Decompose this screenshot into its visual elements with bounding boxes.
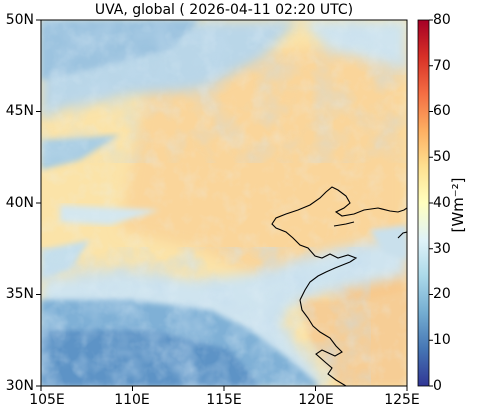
colorbar-tick-label: 30 xyxy=(433,241,451,257)
colorbar-tick-label: 60 xyxy=(433,103,451,119)
colorbar-ticks xyxy=(429,19,433,387)
lat-label: 50N xyxy=(5,12,34,28)
lon-label: 105E xyxy=(29,392,65,408)
colorbar-tick-label: 40 xyxy=(433,195,451,211)
colorbar-tick-label: 70 xyxy=(433,58,451,74)
lat-label: 45N xyxy=(5,103,34,119)
colorbar-tick-label: 20 xyxy=(433,286,451,302)
lon-label: 125E xyxy=(384,392,420,408)
axis-ticks xyxy=(36,19,408,391)
lon-label: 120E xyxy=(298,392,334,408)
lat-label: 30N xyxy=(5,378,34,394)
colorbar-tick-label: 80 xyxy=(433,12,451,28)
coastline xyxy=(271,186,407,386)
colorbar-tick-label: 10 xyxy=(433,332,451,348)
colorbar xyxy=(417,19,430,387)
lon-label: 110E xyxy=(114,392,150,408)
lat-label: 35N xyxy=(5,286,34,302)
uva-field xyxy=(41,20,407,386)
colorbar-tick-label: 50 xyxy=(433,149,451,165)
colorbar-tick-label: 0 xyxy=(433,378,442,394)
lat-label: 40N xyxy=(5,195,34,211)
map-title: UVA, global ( 2026-04-11 02:20 UTC) xyxy=(94,2,354,18)
colorbar-unit-label: [Wm⁻²] xyxy=(449,177,467,233)
lon-label: 115E xyxy=(206,392,242,408)
